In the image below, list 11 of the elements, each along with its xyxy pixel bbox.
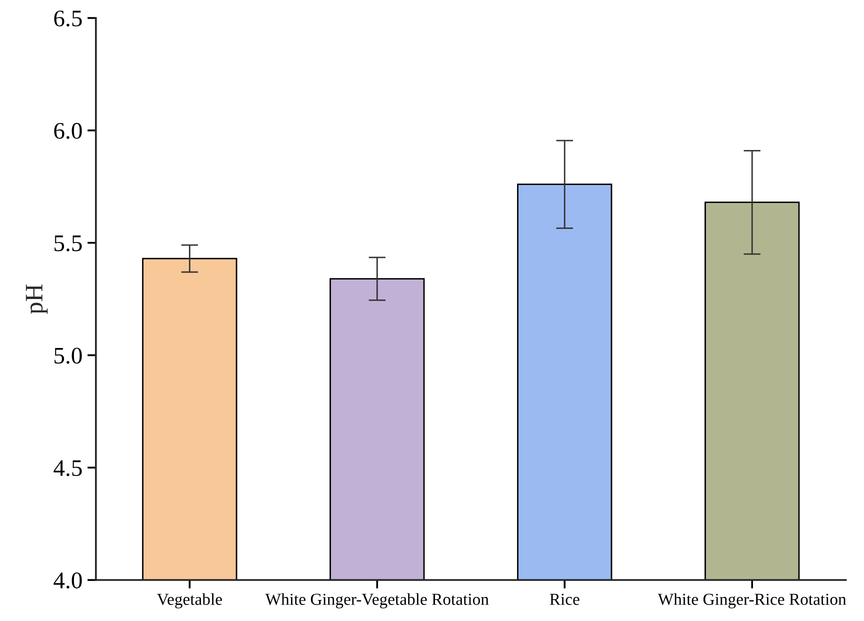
y-tick-label: 4.0 <box>54 572 82 589</box>
y-tick-label: 6.0 <box>54 122 82 139</box>
y-tick-label: 6.5 <box>54 10 82 27</box>
x-tick-label: White Ginger-Rice Rotation <box>658 593 846 608</box>
y-axis-title: pH <box>26 284 48 314</box>
y-tick-label: 4.5 <box>54 460 82 476</box>
y-tick-label: 5.0 <box>54 348 82 364</box>
x-tick-label: Vegetable <box>156 593 222 608</box>
y-tick-label: 5.5 <box>54 236 82 252</box>
x-tick-label: White Ginger-Vegetable Rotation <box>265 593 489 608</box>
x-tick-label: Rice <box>550 594 580 605</box>
